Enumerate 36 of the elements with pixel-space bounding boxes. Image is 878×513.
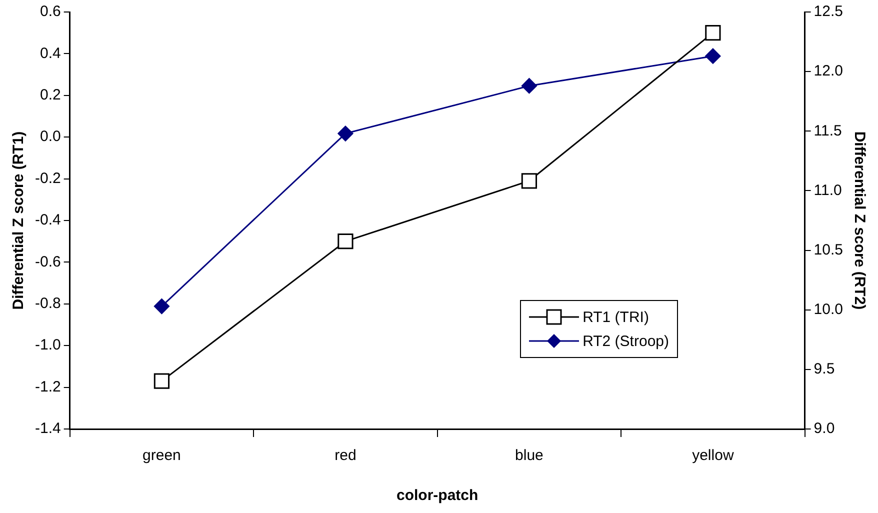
y2-tick-label: 9.0 (814, 420, 835, 438)
point (154, 298, 170, 314)
point (705, 25, 721, 41)
legend-label: RT2 (Stroop) (582, 332, 669, 350)
point (154, 373, 170, 389)
y-tick-label: 0.2 (40, 86, 61, 104)
y2-tick-label: 11.0 (814, 182, 842, 199)
y-tick-label: -0.4 (34, 212, 61, 229)
y-tick-label: 0.0 (40, 128, 61, 146)
y2-tick-label: 10.0 (814, 301, 844, 318)
point (521, 78, 537, 94)
y-tick-label: -1.0 (34, 336, 61, 354)
y2-tick-label: 11.5 (814, 122, 842, 140)
y-tick-label: -1.2 (34, 378, 61, 396)
point (705, 48, 721, 64)
y2-tick-label: 12.5 (814, 3, 844, 20)
y-tick-label: -0.8 (34, 295, 61, 312)
x-axis-title: color-patch (396, 487, 478, 504)
x-tick-label: red (334, 447, 356, 464)
y-tick-label: 0.6 (40, 3, 61, 20)
point (338, 234, 354, 250)
y2-tick-label: 10.5 (814, 241, 844, 258)
x-tick-label: blue (515, 447, 544, 464)
y2-tick-label: 12.0 (814, 62, 844, 80)
y-axis-title: Differential Z score (RT1) (10, 131, 28, 310)
y-tick-label: 0.4 (40, 44, 61, 62)
x-tick-label: green (142, 447, 181, 464)
y2-axis-title: Differential Z score (RT2) (850, 131, 868, 310)
y-tick-label: -0.6 (34, 253, 61, 270)
y-tick-label: -1.4 (34, 420, 61, 438)
legend-label: RT1 (TRI) (582, 308, 649, 326)
x-tick-label: yellow (692, 447, 734, 464)
point (521, 173, 538, 189)
y2-tick-label: 9.5 (814, 360, 835, 378)
point (338, 126, 354, 142)
y-tick-label: -0.2 (34, 170, 61, 187)
